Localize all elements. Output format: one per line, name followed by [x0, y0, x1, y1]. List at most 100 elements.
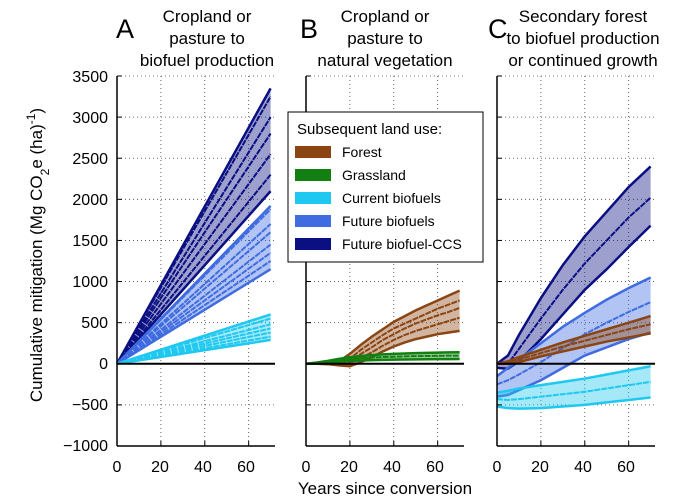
y-tick-label: −500: [72, 397, 108, 414]
panel-title-b-line-3: natural vegetation: [317, 51, 452, 70]
band-area: [306, 290, 460, 367]
series-future-biofuels: [116, 205, 272, 365]
legend-label-current-biofuels: Current biofuels: [342, 190, 441, 206]
legend-item-future-biofuel-ccs: Future biofuel-CCS: [295, 236, 462, 252]
y-tick-label: −1000: [63, 438, 108, 455]
legend-swatch-forest: [295, 146, 331, 158]
legend-item-grassland: Grassland: [295, 167, 406, 183]
y-tick-labels: 3500 3000 2500 2000 1500 1000 500 0 −500…: [63, 69, 108, 455]
y-axis-title-mid: e (ha): [27, 124, 46, 168]
panel-title-a-line-2: pasture to: [169, 29, 245, 48]
legend-swatch-future-biofuels: [295, 215, 331, 227]
panel-title-a-line-3: biofuel production: [140, 51, 274, 70]
panel-title-a-line-1: Cropland or: [163, 7, 252, 26]
series-line: [116, 260, 272, 365]
series-future-biofuel-ccs: [115, 87, 272, 365]
series-line: [305, 354, 460, 365]
x-tick-label: 40: [194, 459, 212, 476]
band-edge-line: [116, 268, 272, 365]
legend-title: Subsequent land use:: [297, 121, 442, 138]
panel-title-b-line-2: pasture to: [347, 29, 423, 48]
band-edge-line: [305, 357, 460, 366]
series-line: [116, 231, 272, 365]
band-area: [497, 277, 651, 397]
x-tick-labels-a: 0 20 40 60: [113, 459, 255, 476]
panel-letter-c: C: [488, 14, 508, 44]
series-grassland: [305, 351, 460, 366]
legend: Subsequent land use: Forest Grassland Cu…: [287, 111, 484, 263]
series-line: [116, 153, 272, 365]
series-line: [116, 243, 272, 365]
x-tick-label: 0: [113, 459, 122, 476]
x-tick-label: 40: [383, 459, 401, 476]
plot-area-c: [496, 75, 655, 447]
legend-box: [287, 111, 484, 263]
band-edge-line: [496, 165, 652, 365]
panel-title-c-line-2: to biofuel production: [506, 29, 659, 48]
series-line: [116, 251, 272, 365]
series-current-biofuels: [116, 313, 271, 366]
x-tick-labels-c: 0 20 40 60: [493, 459, 635, 476]
y-axis-title-main: Cumulative mitigation (Mg CO: [27, 175, 46, 402]
series-forest: [496, 314, 651, 366]
legend-swatch-current-biofuels: [295, 192, 331, 204]
x-tick-label: 60: [426, 459, 444, 476]
y-tick-label: 1000: [72, 274, 108, 291]
legend-label-future-biofuel-ccs: Future biofuel-CCS: [342, 236, 462, 252]
panel-title-c-line-3: or continued growth: [508, 51, 657, 70]
x-tick-label: 0: [493, 459, 502, 476]
band-edge-line: [496, 314, 651, 365]
x-tick-label: 0: [302, 459, 311, 476]
x-axis-title: Years since conversion: [298, 479, 472, 498]
series-line: [496, 380, 651, 401]
series-line: [116, 96, 272, 365]
series-line: [496, 301, 652, 386]
band-edge-line: [116, 190, 272, 365]
y-tick-label: 2500: [72, 151, 108, 168]
y-tick-label: 1500: [72, 233, 108, 250]
series-line: [496, 323, 651, 365]
x-tick-label: 60: [617, 459, 635, 476]
y-tick-label: 3500: [72, 69, 108, 86]
legend-swatch-future-biofuel-ccs: [295, 238, 331, 250]
series-line: [116, 174, 272, 365]
series-line: [116, 208, 272, 365]
legend-label-forest: Forest: [342, 144, 382, 160]
series-future-biofuels: [496, 276, 652, 398]
x-tick-label: 20: [340, 459, 358, 476]
band-edge-line: [496, 276, 652, 378]
panel-letter-b: B: [300, 14, 318, 44]
series-line: [116, 116, 272, 365]
y-tick-label: 500: [81, 315, 108, 332]
series-line: [116, 317, 271, 365]
band-area: [497, 166, 651, 369]
x-tick-label: 20: [151, 459, 169, 476]
series-line: [116, 223, 272, 365]
band-edge-line: [305, 351, 460, 366]
y-tick-label: 3000: [72, 110, 108, 127]
legend-label-future-biofuels: Future biofuels: [342, 213, 435, 229]
x-tick-label: 60: [237, 459, 255, 476]
y-tick-label: 2000: [72, 192, 108, 209]
x-tick-label: 40: [574, 459, 592, 476]
panel-title-b-line-1: Cropland or: [341, 7, 430, 26]
series-line: [116, 133, 272, 365]
y-tick-label: 0: [99, 356, 108, 373]
x-tick-label: 20: [531, 459, 549, 476]
band-edge-line: [496, 396, 651, 410]
x-tick-labels-b: 0 20 40 60: [302, 459, 444, 476]
y-axis-title-sup: -1: [24, 113, 38, 124]
panel-letter-a: A: [116, 14, 134, 44]
series-future-biofuel-ccs: [496, 165, 652, 370]
series-current-biofuels: [496, 365, 651, 410]
y-axis-title-sub: 2: [38, 168, 52, 175]
panel-a: A Cropland or pasture to biofuel product…: [113, 7, 275, 476]
legend-item-current-biofuels: Current biofuels: [295, 190, 441, 206]
panel-title-c-line-1: Secondary forest: [519, 7, 648, 26]
legend-item-future-biofuels: Future biofuels: [295, 213, 435, 229]
panel-c: C Secondary forest to biofuel production…: [488, 7, 660, 476]
y-axis-title: Cumulative mitigation (Mg CO2e (ha)-1): [24, 108, 52, 402]
band-edge-line: [496, 331, 651, 398]
y-axis-title-end: ): [27, 108, 46, 114]
